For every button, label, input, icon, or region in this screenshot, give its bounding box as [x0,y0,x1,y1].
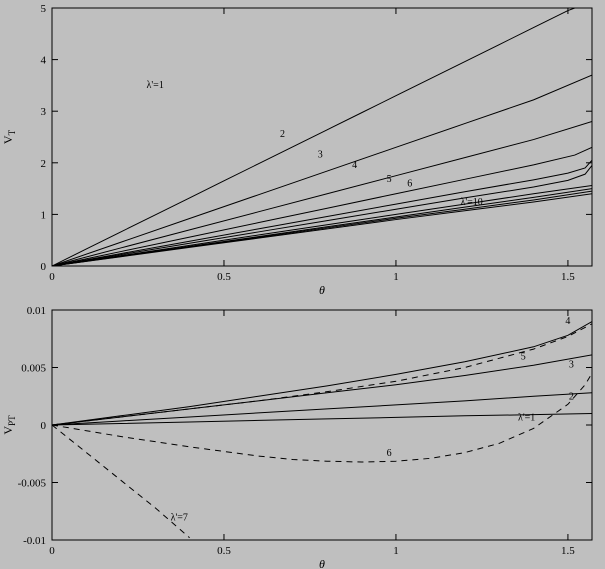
xtick-label: 0.5 [217,271,231,283]
bottom-chart-xlabel: θ [319,557,325,569]
bottom-chart-annotation-0: 4 [565,316,570,327]
top-chart-annotation-4: 5 [387,174,392,185]
bottom-chart-annotation-5: 6 [387,448,392,459]
ytick-label: 0 [41,420,47,432]
bottom-chart-annotation-3: 2 [569,392,574,403]
ytick-label: 4 [41,55,47,67]
xtick-label: 0.5 [217,545,231,557]
bottom-chart-annotation-2: 3 [569,360,574,371]
ytick-label: 0.005 [21,363,46,375]
ytick-label: -0.005 [18,478,47,490]
ytick-label: -0.01 [23,535,46,547]
bottom-chart-annotation-1: 5 [521,351,526,362]
ytick-label: 1 [41,209,47,221]
xtick-label: 1.5 [561,545,575,557]
bottom-chart-annotation-6: λ'=7 [171,512,188,523]
ytick-label: 3 [41,106,47,118]
xtick-label: 1 [393,545,399,557]
top-chart-annotation-5: 6 [407,179,412,190]
xtick-label: 0 [49,271,55,283]
top-chart-annotation-3: 4 [352,160,357,171]
top-chart-annotation-2: 3 [318,150,323,161]
xtick-label: 1 [393,271,399,283]
ytick-label: 0 [41,261,47,273]
ytick-label: 0.01 [27,305,46,317]
top-chart-annotation-6: λ'=10 [460,197,482,208]
xtick-label: 0 [49,545,55,557]
bottom-chart-annotation-4: λ'=1 [518,412,535,423]
top-chart-annotation-0: λ'=1 [147,80,164,91]
ytick-label: 5 [41,3,47,15]
ytick-label: 2 [41,158,47,170]
top-chart-xlabel: θ [319,283,325,297]
top-chart-annotation-1: 2 [280,129,285,140]
xtick-label: 1.5 [561,271,575,283]
